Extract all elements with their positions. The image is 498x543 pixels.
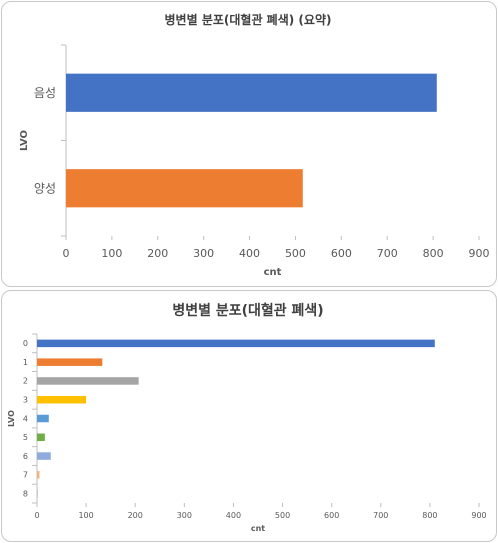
x-axis-title: cnt bbox=[264, 267, 282, 278]
x-tick-label-500: 500 bbox=[275, 511, 290, 520]
x-tick-label-300: 300 bbox=[193, 247, 214, 260]
y-axis-title: LVO bbox=[19, 130, 30, 151]
x-tick-label-800: 800 bbox=[422, 511, 437, 520]
chart-panel-detail: 병변별 분포(대혈관 폐색) 0 1 2 3 4 5 6 7 8 0 100 200 300 400 500 6… bbox=[1, 290, 497, 542]
chart-title: 병변별 분포(대혈관 폐색) (요약) bbox=[165, 12, 332, 27]
chart-title: 병변별 분포(대혈관 폐색) bbox=[172, 302, 323, 319]
y-tick-label-8: 8 bbox=[23, 489, 28, 498]
x-tick-label-400: 400 bbox=[239, 247, 260, 260]
x-tick-label-200: 200 bbox=[128, 511, 143, 520]
x-tick-label-700: 700 bbox=[373, 511, 388, 520]
bar-4 bbox=[37, 414, 49, 423]
y-tick-label-5: 5 bbox=[23, 433, 28, 442]
y-tick-label-0: 0 bbox=[23, 339, 28, 348]
x-tick-label-400: 400 bbox=[226, 511, 241, 520]
x-tick-label-900: 900 bbox=[471, 511, 486, 520]
bar-5 bbox=[37, 433, 45, 442]
y-tick-label-6: 6 bbox=[23, 452, 28, 461]
x-tick-label-300: 300 bbox=[177, 511, 192, 520]
bar-양성 bbox=[66, 169, 303, 208]
x-tick-label-0: 0 bbox=[34, 511, 39, 520]
y-tick-label-3: 3 bbox=[23, 396, 28, 405]
x-tick-label-600: 600 bbox=[331, 247, 352, 260]
x-tick-label-200: 200 bbox=[147, 247, 168, 260]
y-tick-label-1: 1 bbox=[23, 358, 28, 367]
x-axis-title: cnt bbox=[251, 524, 265, 533]
bar-7 bbox=[37, 471, 40, 479]
x-tick-label-800: 800 bbox=[423, 247, 444, 260]
x-tick-label-500: 500 bbox=[285, 247, 306, 260]
bar-3 bbox=[37, 395, 87, 404]
bar-chart-detail: 병변별 분포(대혈관 폐색) 0 1 2 3 4 5 6 7 8 0 100 200 300 400 500 6… bbox=[7, 302, 487, 533]
bar-1 bbox=[37, 358, 103, 366]
bar-음성 bbox=[66, 73, 437, 112]
y-tick-label-2: 2 bbox=[23, 377, 28, 386]
x-tick-label-100: 100 bbox=[78, 511, 93, 520]
x-tick-label-100: 100 bbox=[101, 247, 122, 260]
x-tick-label-0: 0 bbox=[63, 247, 70, 260]
x-tick-label-600: 600 bbox=[324, 511, 339, 520]
bar-8 bbox=[37, 489, 38, 498]
bar-6 bbox=[37, 452, 51, 460]
x-tick-label-900: 900 bbox=[469, 247, 490, 260]
bar-0 bbox=[37, 339, 435, 348]
y-tick-label-4: 4 bbox=[23, 414, 28, 423]
bar-2 bbox=[37, 377, 139, 385]
y-tick-label-7: 7 bbox=[23, 471, 28, 480]
x-tick-label-700: 700 bbox=[377, 247, 398, 260]
y-axis-title: LVO bbox=[7, 410, 16, 427]
y-tick-label-양성: 양성 bbox=[34, 181, 56, 195]
y-tick-label-음성: 음성 bbox=[34, 86, 56, 100]
